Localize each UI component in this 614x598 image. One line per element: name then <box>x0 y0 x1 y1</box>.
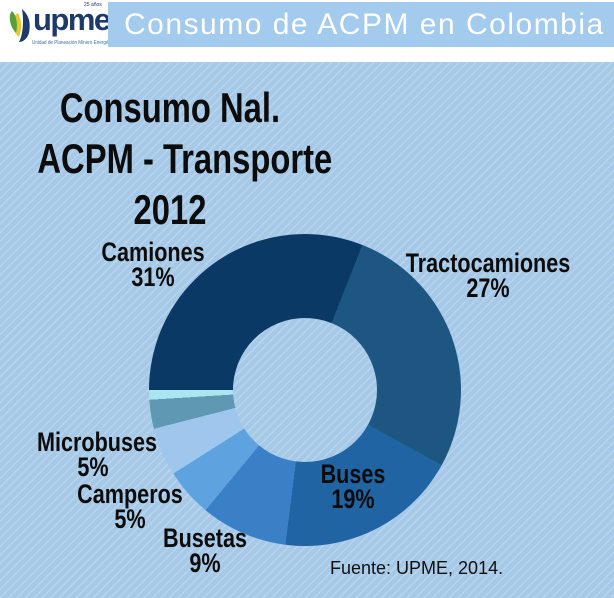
slice-name: Tractocamiones <box>405 248 571 278</box>
logo-anniversary-text: 25 años <box>84 2 102 8</box>
upme-leaf-icon <box>9 9 30 42</box>
logo-brand-text: upme <box>33 2 111 37</box>
header-banner-title: Consumo de ACPM en Colombia <box>108 2 614 47</box>
slice-percent: 5% <box>77 452 109 482</box>
chart-title-line-2: ACPM - Transporte <box>37 135 333 182</box>
slice-name: Camperos <box>77 479 183 509</box>
slice-percent: 9% <box>189 548 221 578</box>
slice-name: Microbuses <box>37 427 158 457</box>
slice-label-camiones: Camiones 31% <box>73 237 233 292</box>
slice-label-camperos: Camperos 5% <box>74 479 186 534</box>
chart-title-line-1: Consumo Nal. <box>59 84 281 131</box>
slice-name: Buses <box>320 459 386 489</box>
slice-label-tractocamiones: Tractocamiones 27% <box>400 248 576 303</box>
source-note: Fuente: UPME, 2014. <box>330 558 504 578</box>
chart-title-line-3: 2012 <box>133 186 207 233</box>
slice-name: Camiones <box>101 237 205 267</box>
donut-chart <box>149 234 461 546</box>
slice-name: Busetas <box>162 523 248 553</box>
slice-percent: 19% <box>331 484 375 514</box>
upme-logo: upme 25 años Unidad de Planeación Minero… <box>0 0 116 52</box>
slice-label-busetas: Busetas 9% <box>149 523 261 578</box>
slice-percent: 27% <box>466 273 510 303</box>
logo-tagline: Unidad de Planeación Minero Energética <box>32 40 116 46</box>
chart-panel: Consumo Nal. ACPM - Transporte 2012 Cami… <box>0 62 614 598</box>
chart-title: Consumo Nal. ACPM - Transporte 2012 <box>37 82 333 235</box>
slice-percent: 31% <box>131 262 175 292</box>
slice-label-buses: Buses 19% <box>297 459 409 514</box>
slice-label-microbuses: Microbuses 5% <box>37 427 158 482</box>
donut-hole <box>233 318 377 462</box>
slice-percent: 5% <box>114 504 146 534</box>
